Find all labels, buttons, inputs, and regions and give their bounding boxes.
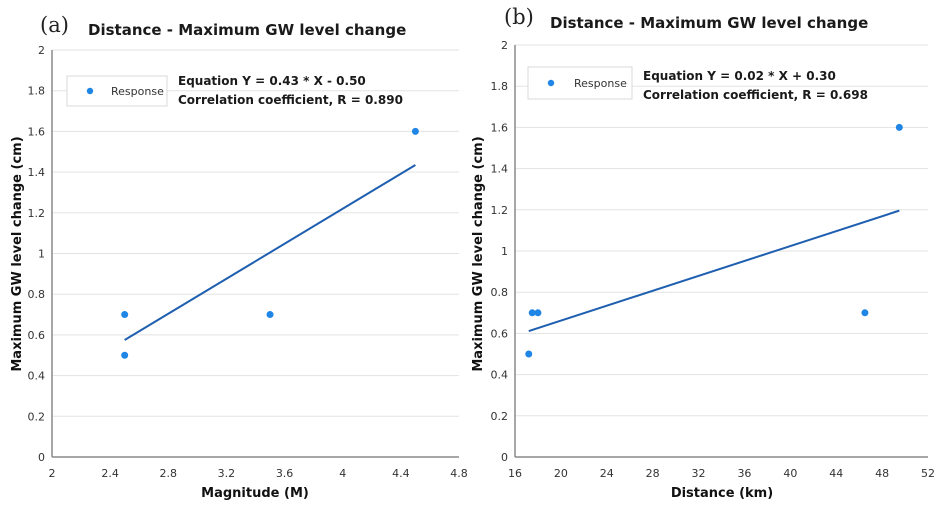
y-tick-label: 1.8 xyxy=(491,80,509,93)
y-tick-label: 0.2 xyxy=(28,410,46,423)
x-tick-label: 4.4 xyxy=(392,467,410,480)
legend-a: Response xyxy=(66,75,168,107)
x-tick-label: 3.6 xyxy=(276,467,294,480)
x-tick-label: 24 xyxy=(600,467,614,480)
x-tick-label: 28 xyxy=(646,467,660,480)
data-point xyxy=(861,309,869,317)
y-tick-label: 1.2 xyxy=(28,207,46,220)
equation-a: Equation Y = 0.43 * X - 0.50 xyxy=(178,74,366,88)
legend-box-a xyxy=(66,75,168,107)
data-point xyxy=(528,309,536,317)
x-tick-label: 52 xyxy=(921,467,935,480)
data-point xyxy=(121,351,129,359)
panel-label-b: (b) xyxy=(504,5,534,29)
y-tick-label: 0.8 xyxy=(491,286,509,299)
chart-b: (b) Distance - Maximum GW level change 0… xyxy=(471,5,935,501)
y-axis-label-a: Maximum GW level change (cm) xyxy=(10,136,25,371)
x-tick-label: 32 xyxy=(692,467,706,480)
data-point xyxy=(411,127,419,135)
panel-label-a: (a) xyxy=(40,13,69,37)
x-tick-label: 4 xyxy=(339,467,346,480)
y-tick-label: 1.6 xyxy=(491,121,509,134)
x-tick-label: 40 xyxy=(783,467,797,480)
legend-label-a: Response xyxy=(111,85,164,98)
correlation-b: Correlation coefficient, R = 0.698 xyxy=(643,88,868,102)
y-tick-label: 1.6 xyxy=(28,125,46,138)
y-tick-label: 0.4 xyxy=(28,370,46,383)
y-tick-label: 1.4 xyxy=(491,163,509,176)
x-tick-label: 44 xyxy=(829,467,843,480)
gridlines-a xyxy=(52,49,459,417)
y-axis-label-b: Maximum GW level change (cm) xyxy=(471,136,486,371)
x-tick-label: 3.2 xyxy=(218,467,236,480)
x-tick-label: 4.8 xyxy=(450,467,468,480)
data-point xyxy=(895,123,903,131)
x-axis-label-a: Magnitude (M) xyxy=(201,486,309,501)
y-tick-label: 0 xyxy=(501,451,508,464)
legend-box-b xyxy=(527,66,633,100)
y-tick-label: 1 xyxy=(501,245,508,258)
legend-b: Response xyxy=(527,66,633,100)
y-tick-label: 1.8 xyxy=(28,85,46,98)
y-tick-label: 0.6 xyxy=(491,327,509,340)
y-tick-label: 0.8 xyxy=(28,288,46,301)
chart-title-b: Distance - Maximum GW level change xyxy=(550,14,868,32)
data-point xyxy=(121,311,129,319)
x-tick-label: 2.8 xyxy=(160,467,178,480)
points-b xyxy=(525,123,903,358)
y-tick-label: 0.4 xyxy=(491,369,509,382)
data-point xyxy=(525,350,533,358)
equation-b: Equation Y = 0.02 * X + 0.30 xyxy=(643,69,836,83)
points-a xyxy=(121,127,419,359)
data-point xyxy=(266,311,274,319)
x-ticks-a: 2 2.4 2.8 3.2 3.6 4 4.4 4.8 xyxy=(49,467,468,480)
trendline-a xyxy=(124,164,416,341)
x-tick-label: 2 xyxy=(49,467,56,480)
x-tick-label: 36 xyxy=(737,467,751,480)
x-tick-label: 16 xyxy=(508,467,522,480)
gridlines-b xyxy=(515,44,928,417)
y-ticks-a: 0 0.2 0.4 0.6 0.8 1 1.2 1.4 1.6 1.8 2 xyxy=(28,44,46,464)
y-tick-label: 1 xyxy=(38,248,45,261)
x-tick-label: 2.4 xyxy=(101,467,119,480)
legend-marker-b xyxy=(547,79,555,87)
legend-marker-a xyxy=(86,87,94,95)
y-tick-label: 1.2 xyxy=(491,204,509,217)
y-tick-label: 1.4 xyxy=(28,166,46,179)
x-axis-label-b: Distance (km) xyxy=(671,486,773,501)
correlation-a: Correlation coefficient, R = 0.890 xyxy=(178,93,403,107)
chart-title-a: Distance - Maximum GW level change xyxy=(88,21,406,39)
legend-label-b: Response xyxy=(574,77,627,90)
y-tick-label: 2 xyxy=(501,39,508,52)
x-tick-label: 48 xyxy=(875,467,889,480)
y-ticks-b: 0 0.2 0.4 0.6 0.8 1 1.2 1.4 1.6 1.8 2 xyxy=(491,39,509,464)
y-tick-label: 0.2 xyxy=(491,410,509,423)
y-tick-label: 0.6 xyxy=(28,329,46,342)
chart-a: (a) Distance - Maximum GW level change 0… xyxy=(10,13,468,501)
x-tick-label: 20 xyxy=(554,467,568,480)
y-tick-label: 2 xyxy=(38,44,45,57)
data-point xyxy=(534,309,542,317)
trendline-b xyxy=(528,209,900,333)
x-ticks-b: 16 20 24 28 32 36 40 44 48 52 xyxy=(508,467,935,480)
y-tick-label: 0 xyxy=(38,451,45,464)
